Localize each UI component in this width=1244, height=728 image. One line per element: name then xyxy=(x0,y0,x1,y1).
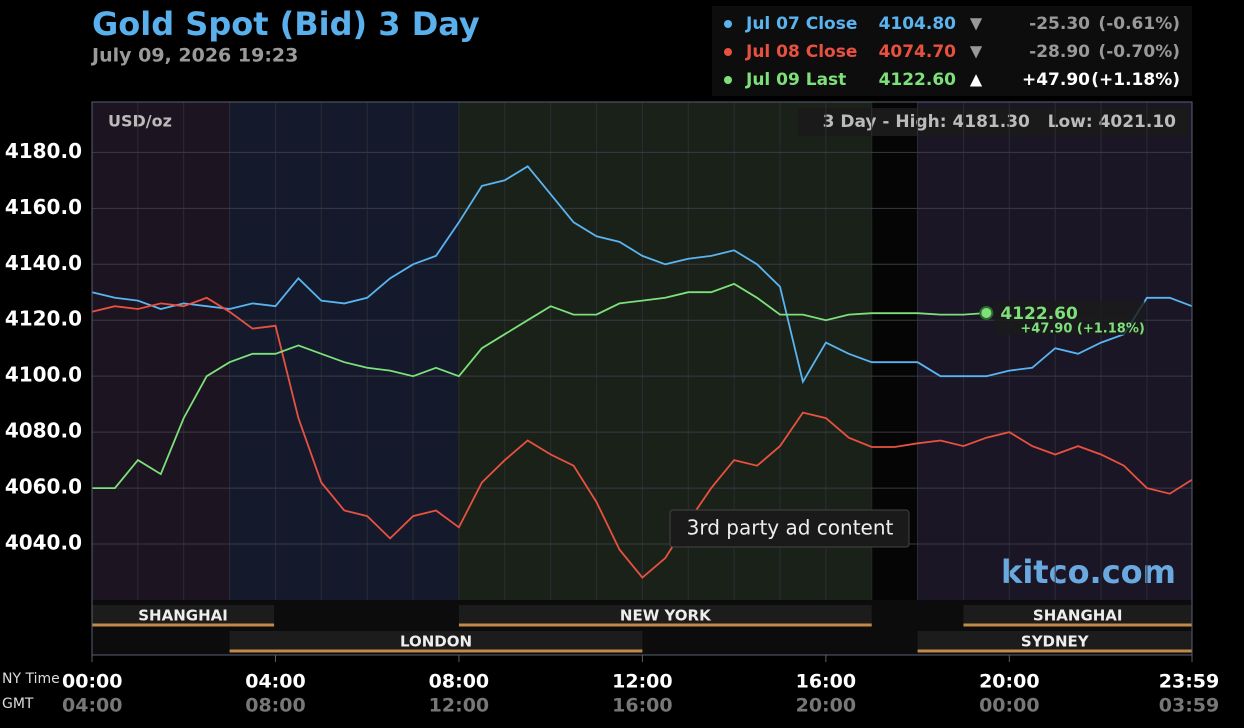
session-label: NEW YORK xyxy=(620,607,712,625)
range-box xyxy=(798,108,1188,136)
y-tick-label: 4040.0 xyxy=(5,531,82,555)
legend-name: Jul 09 Last xyxy=(745,70,846,90)
session-bg xyxy=(963,605,1192,625)
x2-tick-label: 16:00 xyxy=(612,695,672,717)
legend-price: 4104.80 xyxy=(879,14,957,34)
y-tick-label: 4140.0 xyxy=(5,251,82,275)
legend-arrow: ▼ xyxy=(970,14,983,33)
series-line xyxy=(92,282,987,489)
x2-tick-label: 08:00 xyxy=(245,695,305,717)
legend-change: +47.90 xyxy=(1022,70,1090,90)
legend-name: Jul 07 Close xyxy=(745,14,857,34)
legend-dot xyxy=(724,20,732,28)
y-tick-label: 4060.0 xyxy=(5,475,82,499)
x2-tick-label: 12:00 xyxy=(429,695,489,717)
session-bg xyxy=(92,605,275,625)
x-tick-label: 16:00 xyxy=(796,671,856,693)
legend-dot xyxy=(724,76,732,84)
session-bg xyxy=(458,605,872,625)
legend-name: Jul 08 Close xyxy=(745,42,857,62)
y-tick-label: 4080.0 xyxy=(5,419,82,443)
plot-border xyxy=(91,101,1193,656)
x-tick-label: 12:00 xyxy=(612,671,672,693)
legend-price: 4122.60 xyxy=(879,70,957,90)
last-label: 4122.60 xyxy=(1000,304,1078,324)
session-label: SHANGHAI xyxy=(138,607,228,625)
legend-box xyxy=(712,6,1192,96)
x-tick-label: 00:00 xyxy=(62,671,122,693)
legend-price: 4074.70 xyxy=(879,42,957,62)
legend-dot xyxy=(724,48,732,56)
chart-title: Gold Spot (Bid) 3 Day xyxy=(92,5,480,43)
legend-pct: (-0.70%) xyxy=(1098,42,1180,62)
session-label: SHANGHAI xyxy=(1033,607,1123,625)
bg-london xyxy=(229,102,458,600)
session-label: LONDON xyxy=(400,633,472,651)
ad-note: 3rd party ad content xyxy=(687,516,894,540)
x2-tick-label: 20:00 xyxy=(796,695,856,717)
ad-box xyxy=(669,509,910,548)
x-tick-label: 20:00 xyxy=(979,671,1039,693)
x-tick-label: 23:59 xyxy=(1159,671,1219,693)
y-tick-label: 4160.0 xyxy=(5,195,82,219)
legend-arrow: ▼ xyxy=(970,42,983,61)
bg-asia xyxy=(92,102,229,600)
last-label-bg xyxy=(994,300,1145,335)
y-tick-label: 4180.0 xyxy=(5,139,82,163)
x2-tick-label: 00:00 xyxy=(979,695,1039,717)
x2-tick-label: 03:59 xyxy=(1159,695,1219,717)
session-bg xyxy=(917,631,1192,651)
legend-pct: (-0.61%) xyxy=(1098,14,1180,34)
range-note: 3 Day - High: 4181.30 Low: 4021.10 xyxy=(823,112,1177,132)
session-label: SYDNEY xyxy=(1021,633,1090,651)
unit-label: USD/oz xyxy=(108,112,172,131)
brand: kitco.com xyxy=(1001,553,1176,591)
x2-tick-label: 04:00 xyxy=(62,695,122,717)
last-point xyxy=(979,305,994,320)
subtitle: July 09, 2026 19:23 xyxy=(90,45,298,67)
bg-asia2 xyxy=(917,102,1192,600)
x-tick-label: 04:00 xyxy=(245,671,305,693)
legend-pct: (+1.18%) xyxy=(1091,70,1180,90)
x-axis-label: NY Time xyxy=(2,671,60,687)
series-line xyxy=(91,165,1193,385)
series-line xyxy=(91,296,1193,579)
legend-change: -28.90 xyxy=(1029,42,1090,62)
y-tick-label: 4120.0 xyxy=(5,307,82,331)
x-tick-label: 08:00 xyxy=(429,671,489,693)
legend-arrow: ▲ xyxy=(970,70,983,89)
session-bg xyxy=(229,631,643,651)
x2-axis-label: GMT xyxy=(2,696,34,712)
y-tick-label: 4100.0 xyxy=(5,363,82,387)
legend-change: -25.30 xyxy=(1029,14,1090,34)
last-change-label: +47.90 (+1.18%) xyxy=(1020,321,1144,336)
